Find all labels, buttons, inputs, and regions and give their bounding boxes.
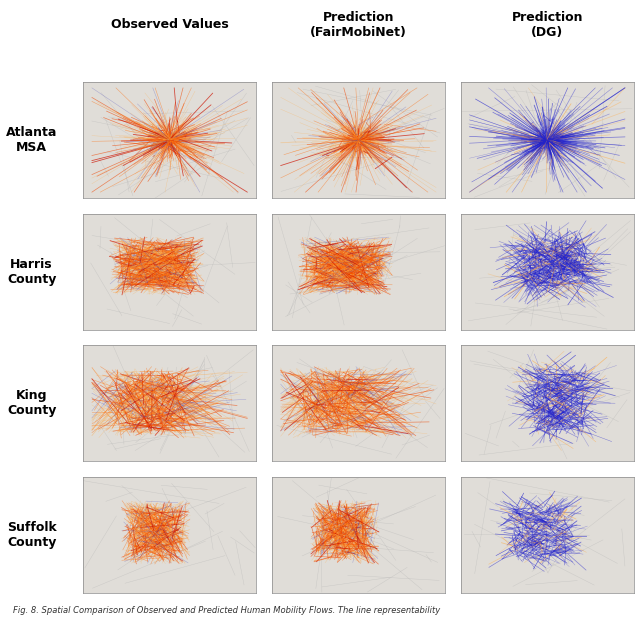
Text: Prediction
(FairMobiNet): Prediction (FairMobiNet) (310, 11, 407, 38)
Text: Prediction
(DG): Prediction (DG) (511, 11, 583, 38)
Text: Suffolk
County: Suffolk County (7, 521, 56, 549)
Text: Observed Values: Observed Values (111, 18, 228, 31)
Text: Fig. 8. Spatial Comparison of Observed and Predicted Human Mobility Flows. The l: Fig. 8. Spatial Comparison of Observed a… (13, 606, 440, 615)
Text: Atlanta
MSA: Atlanta MSA (6, 126, 58, 154)
Text: Harris
County: Harris County (7, 257, 56, 286)
Text: King
County: King County (7, 389, 56, 418)
